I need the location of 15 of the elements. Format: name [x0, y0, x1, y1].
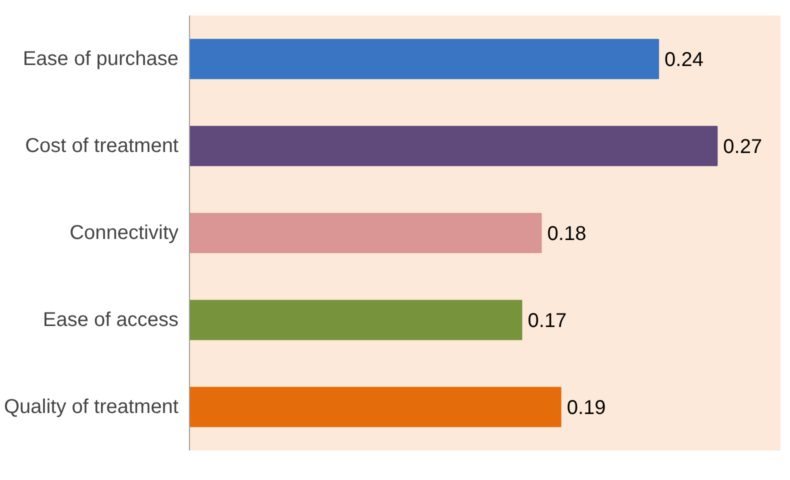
y-tick-label: Quality of treatment: [4, 396, 179, 418]
y-tick-label: Ease of purchase: [22, 48, 178, 70]
data-label: 0.19: [566, 397, 606, 419]
data-label: 0.24: [664, 49, 704, 71]
bar: [190, 300, 522, 340]
data-label: 0.17: [528, 310, 567, 332]
bar: [190, 38, 660, 80]
y-tick-label: Connectivity: [70, 222, 178, 244]
y-tick-label: Cost of treatment: [25, 135, 179, 157]
data-label: 0.27: [723, 136, 762, 158]
bar: [190, 126, 718, 166]
bar: [190, 386, 562, 428]
bar: [190, 212, 542, 254]
data-label: 0.18: [547, 223, 586, 245]
y-tick-label: Ease of access: [42, 309, 178, 331]
